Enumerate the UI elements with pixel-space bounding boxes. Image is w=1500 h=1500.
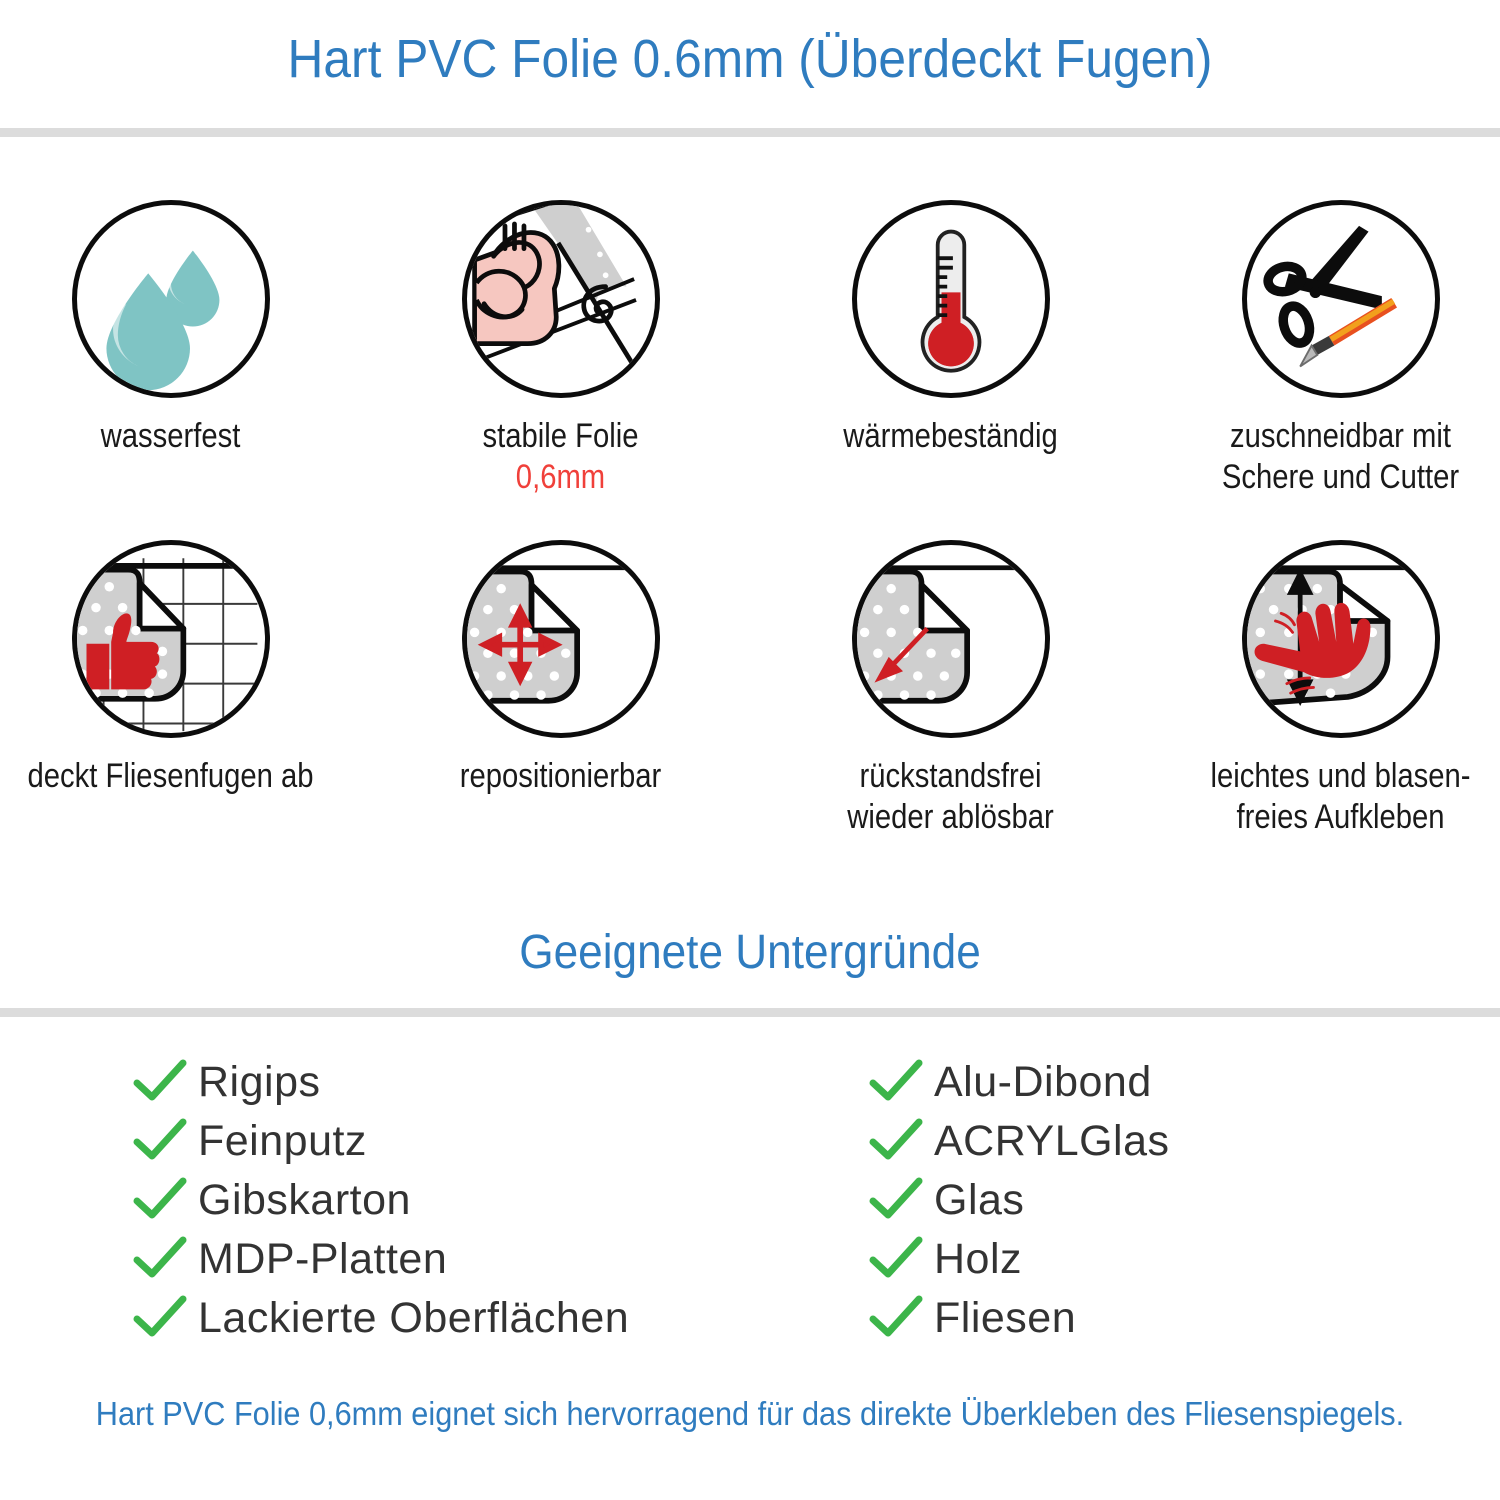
check-icon (868, 1059, 924, 1105)
feature-leichtes-aufkleben: leichtes und blasen- freies Aufkleben (1153, 540, 1500, 838)
check-icon (132, 1295, 188, 1341)
check-icon (868, 1236, 924, 1282)
check-icon (132, 1059, 188, 1105)
thumbs-up-tile-grid-film-icon (71, 540, 270, 738)
thermometer-icon (851, 200, 1050, 398)
feature-label: zuschneidbar mit Schere und Cutter (1221, 417, 1460, 496)
flexed-arm-film-roll-icon (461, 200, 660, 398)
feature-repositionierbar: repositionierbar (373, 540, 748, 797)
divider-middle (0, 1008, 1500, 1017)
substrates-right-column: Alu-Dibond ACRYLGlas Glas Holz Fliesen (868, 1052, 1170, 1347)
list-item: Glas (868, 1170, 1170, 1229)
list-item-label: Feinputz (198, 1116, 367, 1165)
list-item-label: ACRYLGlas (934, 1116, 1170, 1165)
list-item-label: Fliesen (934, 1293, 1077, 1342)
list-item-label: Alu-Dibond (934, 1057, 1152, 1106)
list-item: MDP-Platten (132, 1229, 629, 1288)
list-item-label: Holz (934, 1234, 1023, 1283)
list-item: Rigips (132, 1052, 629, 1111)
check-icon (132, 1118, 188, 1164)
feature-stabile-folie: stabile Folie 0,6mm (373, 200, 748, 498)
substrates-left-column: Rigips Feinputz Gibskarton MDP-Platten L… (132, 1052, 629, 1347)
feature-waermebestaendig: wärmebeständig (763, 200, 1138, 457)
list-item: Alu-Dibond (868, 1052, 1170, 1111)
divider-top (0, 128, 1500, 137)
feature-label: repositionierbar (459, 757, 662, 795)
feature-wasserfest: wasserfest (0, 200, 358, 457)
peel-arrow-film-icon (851, 540, 1050, 738)
footer-note: Hart PVC Folie 0,6mm eignet sich hervorr… (95, 1395, 1405, 1432)
check-icon (868, 1295, 924, 1341)
check-icon (132, 1177, 188, 1223)
feature-sublabel: 0,6mm (515, 458, 606, 496)
list-item-label: Glas (934, 1175, 1025, 1224)
list-item-label: Gibskarton (198, 1175, 411, 1224)
feature-label: deckt Fliesenfugen ab (27, 757, 314, 795)
list-item-label: MDP-Platten (198, 1234, 448, 1283)
check-icon (868, 1177, 924, 1223)
water-drops-icon (71, 200, 270, 398)
check-icon (868, 1118, 924, 1164)
scissors-cutter-icon (1241, 200, 1440, 398)
list-item: Lackierte Oberflächen (132, 1288, 629, 1347)
list-item: Feinputz (132, 1111, 629, 1170)
list-item: Fliesen (868, 1288, 1170, 1347)
substrates-checklist: Rigips Feinputz Gibskarton MDP-Platten L… (0, 1052, 1500, 1352)
list-item-label: Rigips (198, 1057, 321, 1106)
list-item: Holz (868, 1229, 1170, 1288)
feature-label: stabile Folie 0,6mm (399, 416, 722, 498)
check-icon (132, 1236, 188, 1282)
smoothing-hand-film-icon (1241, 540, 1440, 738)
feature-zuschneidbar: zuschneidbar mit Schere und Cutter (1153, 200, 1500, 498)
feature-rueckstandsfrei: rückstandsfrei wieder ablösbar (763, 540, 1138, 838)
feature-label: leichtes und blasen- freies Aufkleben (1210, 757, 1471, 836)
substrates-heading: Geeignete Untergründe (519, 926, 981, 979)
feature-label: rückstandsfrei wieder ablösbar (847, 757, 1054, 836)
feature-label: wärmebeständig (843, 417, 1058, 455)
feature-label: wasserfest (100, 417, 241, 455)
list-item: Gibskarton (132, 1170, 629, 1229)
list-item-label: Lackierte Oberflächen (198, 1293, 630, 1342)
feature-deckt-fliesenfugen-ab: deckt Fliesenfugen ab (0, 540, 358, 797)
four-way-arrow-film-icon (461, 540, 660, 738)
page-title: Hart PVC Folie 0.6mm (Überdeckt Fugen) (287, 29, 1213, 89)
list-item: ACRYLGlas (868, 1111, 1170, 1170)
